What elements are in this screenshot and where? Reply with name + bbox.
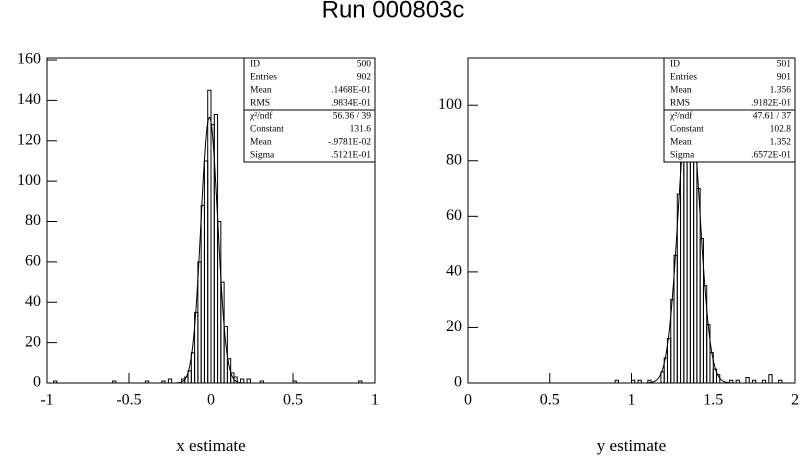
stats-value: .6572E-01 bbox=[751, 151, 791, 161]
y-tick-label: 160 bbox=[17, 51, 41, 68]
histogram-bar bbox=[729, 379, 734, 383]
stats-value: .9834E-01 bbox=[331, 99, 371, 109]
stats-value: .9182E-01 bbox=[751, 99, 791, 109]
histogram-bar bbox=[778, 379, 783, 383]
stats-label: ID bbox=[250, 60, 260, 70]
y-tick-label: 0 bbox=[454, 374, 462, 391]
histogram-bar bbox=[735, 379, 740, 383]
stats-value: 56.36 / 39 bbox=[333, 112, 372, 122]
stats-value: 47.61 / 37 bbox=[753, 112, 792, 122]
x-axis-label: x estimate bbox=[176, 436, 245, 455]
stats-label: Constant bbox=[670, 125, 704, 135]
stats-label: Mean bbox=[250, 86, 272, 96]
y-tick-label: 100 bbox=[438, 96, 462, 113]
histogram-bar bbox=[53, 380, 58, 383]
y-tick-label: 100 bbox=[17, 172, 41, 189]
x-tick-label: 1 bbox=[371, 392, 379, 409]
histogram-bar bbox=[647, 379, 652, 383]
histogram-bar bbox=[751, 379, 757, 383]
x-tick-label: 0 bbox=[464, 392, 472, 409]
x-tick-label: 2 bbox=[791, 392, 799, 409]
stats-label: Entries bbox=[250, 73, 277, 83]
stats-value: 901 bbox=[777, 73, 792, 83]
histogram-bar bbox=[167, 378, 173, 383]
stats-value: 500 bbox=[357, 60, 372, 70]
x-tick-label: 0 bbox=[207, 392, 215, 409]
stats-value: 131.6 bbox=[350, 125, 372, 135]
x-tick-label: 0.5 bbox=[283, 392, 303, 409]
x-tick-label: 1.5 bbox=[703, 392, 723, 409]
panel: 0 20 40 60 80 100 120 140 160 -1 -0.5 0 0.5 1 x estima… bbox=[17, 51, 379, 455]
histogram-bar bbox=[144, 380, 150, 383]
stats-label: Entries bbox=[670, 73, 697, 83]
x-tick-label: 1 bbox=[628, 392, 636, 409]
histogram-bar bbox=[358, 380, 363, 383]
histogram-bar bbox=[246, 378, 251, 383]
y-tick-label: 40 bbox=[25, 293, 41, 310]
histogram-bar bbox=[745, 376, 750, 383]
y-tick-label: 0 bbox=[33, 374, 41, 391]
histogram-bar bbox=[292, 380, 297, 383]
y-tick-label: 60 bbox=[25, 253, 41, 270]
stats-label: RMS bbox=[250, 99, 270, 109]
x-tick-label: -1 bbox=[40, 392, 53, 409]
stats-label: χ²/ndf bbox=[249, 111, 273, 122]
x-axis-label: y estimate bbox=[597, 436, 666, 455]
stats-label: Sigma bbox=[670, 151, 695, 161]
x-tick-label: 0.5 bbox=[540, 392, 560, 409]
x-tick-label: -0.5 bbox=[116, 392, 141, 409]
y-tick-label: 20 bbox=[25, 333, 41, 350]
chart-title: Run 000803c bbox=[322, 0, 465, 23]
stats-label: RMS bbox=[670, 99, 690, 109]
histogram-bar bbox=[637, 379, 642, 383]
stats-value: 102.8 bbox=[770, 125, 792, 135]
stats-value: 501 bbox=[777, 60, 792, 70]
y-tick-label: 20 bbox=[446, 318, 462, 335]
stats-value: .5121E-01 bbox=[331, 151, 371, 161]
stats-label: Mean bbox=[670, 138, 692, 148]
histogram-bar bbox=[768, 374, 773, 383]
stats-label: Mean bbox=[250, 138, 272, 148]
stats-label: Constant bbox=[250, 125, 284, 135]
y-tick-label: 120 bbox=[17, 131, 41, 148]
panel: 0 20 40 60 80 100 0 0.5 1 1.5 2 y estimate ID 501 Entr… bbox=[438, 57, 799, 455]
stats-label: χ²/ndf bbox=[669, 111, 693, 122]
stats-label: Mean bbox=[670, 86, 692, 96]
stats-value: 1.356 bbox=[770, 86, 792, 96]
stats-value: .1468E-01 bbox=[331, 86, 371, 96]
stats-value: 902 bbox=[357, 73, 372, 83]
y-tick-label: 60 bbox=[446, 207, 462, 224]
stats-label: Sigma bbox=[250, 151, 275, 161]
histogram-bar bbox=[161, 380, 166, 383]
stats-label: ID bbox=[670, 60, 680, 70]
histogram-bar bbox=[614, 379, 619, 383]
stats-value: -.9781E-02 bbox=[328, 138, 371, 148]
y-tick-label: 140 bbox=[17, 91, 41, 108]
histogram-bar bbox=[240, 378, 245, 383]
histogram-bar bbox=[761, 379, 767, 383]
y-tick-label: 80 bbox=[25, 212, 41, 229]
histogram-bar bbox=[259, 380, 264, 383]
y-tick-label: 80 bbox=[446, 151, 462, 168]
histogram-bar bbox=[631, 379, 636, 383]
y-tick-label: 40 bbox=[446, 263, 462, 280]
stats-value: 1.352 bbox=[770, 138, 792, 148]
fit-curve bbox=[175, 116, 244, 384]
histogram-bar bbox=[112, 380, 117, 383]
